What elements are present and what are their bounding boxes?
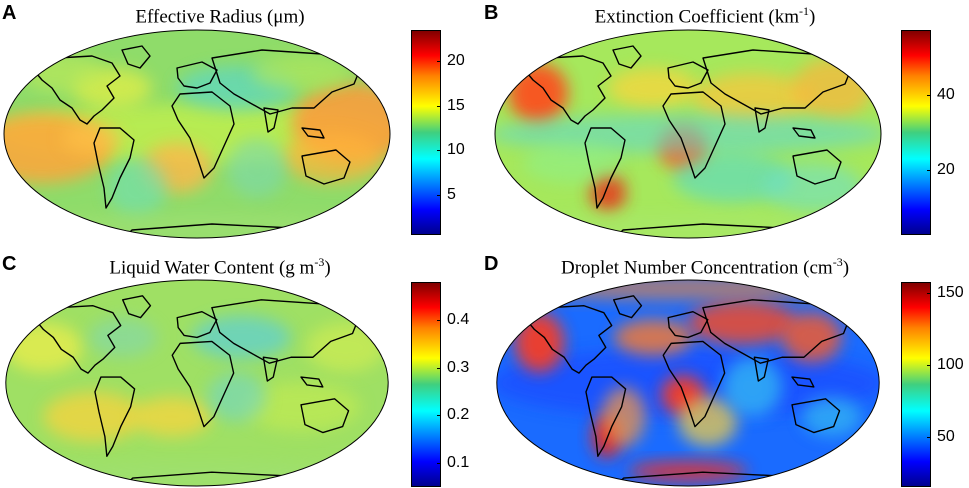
title-text: Droplet Number Concentration (cm [560, 257, 833, 279]
colorbar-tick-mark [437, 415, 441, 417]
colorbar-tick-label: 0.4 [447, 311, 470, 329]
colorbar-tick-label: 0.2 [447, 406, 470, 424]
title-end: ) [842, 257, 850, 279]
colorbar-tick-mark [927, 170, 931, 172]
panel-letter: B [484, 2, 499, 24]
colorbar-tick-label: 20 [937, 161, 955, 179]
colorbar [411, 282, 441, 487]
title-text: Extinction Coefficient (km [594, 6, 800, 28]
colorbar-tick-label: 50 [937, 427, 955, 445]
colorbar-tick-mark [927, 436, 931, 438]
world-map [494, 29, 882, 239]
panel-letter: D [484, 253, 499, 275]
title-end: ) [809, 6, 816, 28]
colorbar-tick-label: 5 [447, 185, 456, 203]
title-end: ) [324, 257, 331, 279]
title-superscript: -3 [832, 255, 843, 269]
colorbar-tick-label: 100 [937, 356, 964, 374]
panel-title: Effective Radius (μm) [40, 4, 400, 28]
colorbar-tick-mark [437, 105, 441, 107]
panel-letter: C [2, 253, 17, 275]
colorbar-tick-mark [437, 463, 441, 465]
colorbar-tick-label: 10 [447, 141, 465, 159]
colorbar-tick-label: 15 [447, 96, 465, 114]
colorbar-tick-mark [437, 367, 441, 369]
colorbar-tick-label: 20 [447, 52, 465, 70]
title-superscript: -3 [314, 255, 325, 269]
colorbar-tick-label: 40 [937, 85, 955, 103]
colorbar-tick-mark [437, 61, 441, 63]
colorbar [411, 30, 441, 235]
colorbar-tick-label: 0.1 [447, 454, 470, 472]
colorbar-tick-label: 0.3 [447, 358, 470, 376]
colorbar-tick-label: 150 [937, 284, 964, 302]
colorbar [901, 30, 931, 235]
panel-title: Liquid Water Content (g m-3) [40, 255, 400, 279]
world-map [496, 279, 880, 487]
colorbar-tick-mark [927, 293, 931, 295]
panel-letter: A [2, 2, 17, 24]
world-map [5, 279, 389, 487]
colorbar-tick-mark [437, 194, 441, 196]
colorbar-tick-mark [927, 94, 931, 96]
colorbar-tick-mark [437, 320, 441, 322]
colorbar [901, 282, 931, 487]
title-text: Liquid Water Content (g m [109, 257, 315, 279]
panel-title: Droplet Number Concentration (cm-3) [520, 255, 890, 279]
colorbar-tick-mark [437, 150, 441, 152]
colorbar-tick-mark [927, 365, 931, 367]
title-text: Effective Radius (μm) [135, 6, 305, 28]
title-superscript: -1 [799, 4, 810, 18]
panel-title: Extinction Coefficient (km-1) [520, 4, 890, 28]
world-map [3, 29, 391, 239]
